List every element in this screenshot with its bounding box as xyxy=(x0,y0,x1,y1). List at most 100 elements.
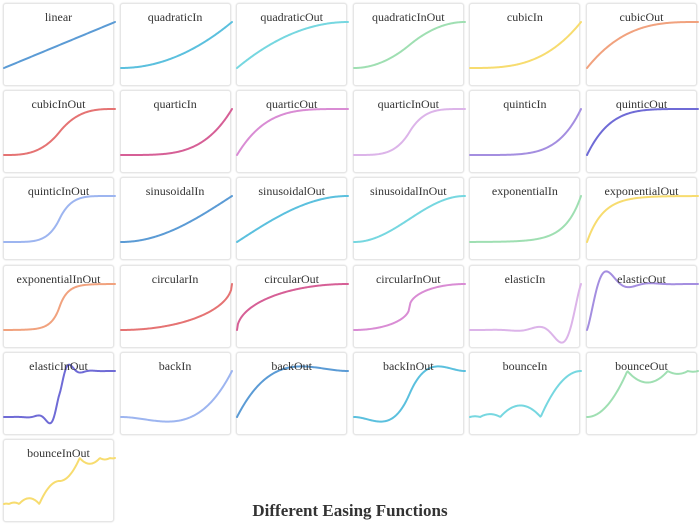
chart-panel-quarticIn: quarticIn xyxy=(119,90,233,174)
chart-panel-plot xyxy=(236,108,350,157)
chart-panel-plot xyxy=(119,195,233,244)
chart-panel-title: quadraticInOut xyxy=(371,10,445,24)
series-line-cubicIn xyxy=(469,21,583,69)
chart-panel-title: backOut xyxy=(271,358,313,373)
series-line-quarticOut xyxy=(236,108,350,157)
chart-panel-circularOut: circularOut xyxy=(236,264,350,348)
chart-panel-plot xyxy=(469,21,583,69)
series-line-quadraticIn xyxy=(119,21,233,69)
series-line-sinusoidalOut xyxy=(236,195,350,244)
chart-panel-plot xyxy=(119,282,233,331)
chart-panel-title: elasticOut xyxy=(617,271,666,286)
chart-panel-quadraticInOut: quadraticInOut xyxy=(352,3,466,86)
chart-panel-elasticInOut: elasticInOut xyxy=(3,351,116,435)
chart-panel-circularInOut: circularInOut xyxy=(352,264,466,348)
chart-panel-sinusoidalInOut: sinusoidalInOut xyxy=(352,177,466,261)
chart-panel-plot xyxy=(3,21,116,69)
chart-panel-circularIn: circularIn xyxy=(119,264,233,348)
series-line-circularIn xyxy=(119,282,233,331)
chart-panel-title: bounceIn xyxy=(502,358,548,373)
series-line-quarticInOut xyxy=(352,108,466,157)
series-line-bounceIn xyxy=(469,369,583,418)
chart-panel-plot xyxy=(3,195,116,244)
chart-panel-plot xyxy=(352,108,466,157)
chart-panel-title: cubicIn xyxy=(506,10,543,24)
chart-panel-title: cubicInOut xyxy=(31,97,86,112)
series-line-backIn xyxy=(119,369,233,423)
chart-panel-plot xyxy=(469,282,583,344)
chart-title: Different Easing Functions xyxy=(252,501,448,520)
chart-panel-cubicOut: cubicOut xyxy=(586,3,699,86)
chart-panel-title: exponentialOut xyxy=(604,184,679,199)
chart-panel-exponentialInOut: exponentialInOut xyxy=(3,264,116,348)
chart-panel-title: linear xyxy=(44,10,73,24)
chart-panel-plot xyxy=(3,282,116,331)
chart-panel-backOut: backOut xyxy=(236,351,350,435)
chart-panel-plot xyxy=(352,282,466,331)
chart-panel-backInOut: backInOut xyxy=(352,351,466,435)
series-line-quinticIn xyxy=(469,108,583,157)
chart-panel-plot xyxy=(3,363,116,425)
chart-panel-plot xyxy=(3,457,116,505)
series-line-sinusoidalInOut xyxy=(352,195,466,244)
series-line-bounceInOut xyxy=(3,457,116,505)
chart-panel-exponentialIn: exponentialIn xyxy=(469,177,583,261)
chart-panel-title: quarticIn xyxy=(153,97,197,112)
chart-panel-exponentialOut: exponentialOut xyxy=(586,177,699,261)
chart-panel-bounceInOut: bounceInOut xyxy=(3,439,116,522)
chart-panel-title: quinticIn xyxy=(503,97,547,112)
chart-panel-plot xyxy=(236,282,350,331)
series-line-linear xyxy=(3,21,116,69)
chart-panel-title: sinusoidalOut xyxy=(258,184,326,199)
chart-panel-quadraticOut: quadraticOut xyxy=(236,3,350,86)
series-line-bounceOut xyxy=(586,369,699,418)
chart-panel-plot xyxy=(586,108,699,157)
chart-panel-title: circularInOut xyxy=(375,271,441,286)
chart-panel-quinticOut: quinticOut xyxy=(586,90,699,174)
series-line-exponentialIn xyxy=(469,195,583,244)
chart-panel-title: elasticIn xyxy=(504,271,546,286)
chart-panel-title: quarticOut xyxy=(266,97,318,112)
chart-panel-plot xyxy=(119,21,233,69)
chart-panel-title: elasticInOut xyxy=(29,358,88,373)
chart-panel-quinticIn: quinticIn xyxy=(469,90,583,174)
series-line-elasticOut xyxy=(586,269,699,331)
chart-panel-title: quinticOut xyxy=(615,97,668,112)
chart-panel-title: circularOut xyxy=(264,271,319,286)
series-line-elasticInOut xyxy=(3,363,116,425)
chart-panel-plot xyxy=(469,108,583,157)
series-line-circularOut xyxy=(236,282,350,331)
series-line-cubicOut xyxy=(586,21,699,69)
chart-panel-quarticOut: quarticOut xyxy=(236,90,350,174)
chart-panel-title: bounceInOut xyxy=(27,446,90,460)
chart-panel-plot xyxy=(236,365,350,418)
chart-panel-title: quadraticIn xyxy=(147,10,203,24)
series-line-exponentialOut xyxy=(586,195,699,244)
series-line-exponentialInOut xyxy=(3,282,116,331)
chart-panel-title: quinticInOut xyxy=(27,184,90,199)
chart-grid: linear quadraticIn quadraticOut quadraticIn… xyxy=(3,3,699,522)
chart-panel-linear: linear xyxy=(3,3,116,86)
chart-panel-plot xyxy=(586,21,699,69)
chart-panel-title: backInOut xyxy=(382,358,434,373)
chart-panel-backIn: backIn xyxy=(119,351,233,435)
series-line-backOut xyxy=(236,365,350,418)
chart-panel-title: circularIn xyxy=(151,271,199,286)
series-line-elasticIn xyxy=(469,282,583,344)
chart-panel-plot xyxy=(236,21,350,69)
chart-panel-plot xyxy=(3,108,116,157)
series-line-quadraticInOut xyxy=(352,21,466,69)
chart-panel-title: quarticInOut xyxy=(377,97,439,112)
chart-panel-title: sinusoidalInOut xyxy=(369,184,447,199)
chart-panel-quinticInOut: quinticInOut xyxy=(3,177,116,261)
series-line-circularInOut xyxy=(352,282,466,331)
chart-panel-plot xyxy=(469,195,583,244)
chart-panel-sinusoidalOut: sinusoidalOut xyxy=(236,177,350,261)
series-line-quadraticOut xyxy=(236,21,350,69)
chart-panel-plot xyxy=(586,195,699,244)
chart-panel-title: backIn xyxy=(158,358,192,373)
chart-panel-plot xyxy=(119,369,233,423)
chart-panel-title: quadraticOut xyxy=(260,10,324,24)
chart-panel-plot xyxy=(352,365,466,423)
chart-panel-quadraticIn: quadraticIn xyxy=(119,3,233,86)
